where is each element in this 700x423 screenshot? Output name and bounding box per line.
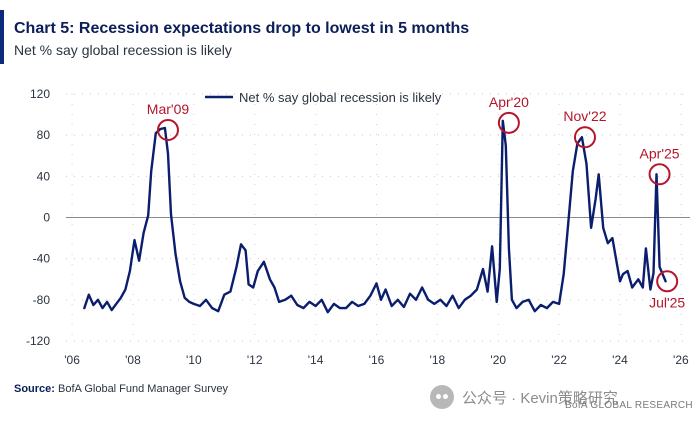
legend-label: Net % say global recession is likely — [239, 90, 442, 105]
y-tick-label: 120 — [30, 87, 50, 101]
title-accent-bar — [0, 10, 4, 64]
y-tick-label: -120 — [26, 334, 50, 348]
annotation-circle — [497, 111, 520, 134]
x-tick-label: '12 — [247, 353, 263, 367]
annotation-circle — [656, 270, 679, 293]
x-tick-label: '26 — [673, 353, 689, 367]
legend: Net % say global recession is likely — [205, 90, 442, 105]
watermark-text: 公众号 · Kevin策略研究 — [462, 389, 618, 407]
y-tick-label: 0 — [43, 211, 50, 225]
series-line — [83, 119, 667, 314]
axis-labels: -120 -80 -40 0 40 80 120 '06 '08 '10 '12 '14 '16 '18 '… — [26, 87, 689, 367]
annotation-label: Apr'25 — [640, 145, 680, 161]
annotation-label: Mar'09 — [147, 101, 190, 117]
watermark: 公众号 · Kevin策略研究 — [430, 385, 618, 409]
wechat-icon — [430, 385, 454, 409]
x-tick-label: '18 — [430, 353, 446, 367]
x-tick-label: '24 — [612, 353, 628, 367]
x-tick-label: '06 — [64, 353, 80, 367]
annotation-label: Jul'25 — [649, 294, 685, 310]
y-tick-label: -80 — [33, 293, 51, 307]
grid — [66, 93, 690, 342]
y-tick-label: -40 — [33, 252, 51, 266]
y-tick-label: 80 — [37, 128, 51, 142]
brand-label: BofA GLOBAL RESEARCH — [565, 400, 693, 411]
x-tick-label: '10 — [186, 353, 202, 367]
series-group — [83, 119, 667, 314]
x-tick-label: '22 — [551, 353, 567, 367]
x-tick-label: '14 — [308, 353, 324, 367]
source-note: Source: BofA Global Fund Manager Survey — [14, 383, 228, 395]
annotation-circle — [648, 163, 671, 186]
x-tick-label: '20 — [490, 353, 506, 367]
annotation-circle — [156, 119, 179, 142]
annotation-label: Apr'20 — [489, 94, 529, 110]
chart-title: Chart 5: Recession expectations drop to … — [14, 20, 470, 37]
annotation-group: Mar'09 Apr'20 Nov'22 Apr'25 Jul'25 — [147, 94, 686, 310]
chart-subtitle: Net % say global recession is likely — [14, 42, 232, 58]
annotation-circle — [573, 126, 596, 149]
source-label: Source: — [14, 383, 55, 395]
source-text: BofA Global Fund Manager Survey — [58, 383, 229, 395]
x-tick-label: '16 — [369, 353, 385, 367]
y-tick-label: 40 — [37, 169, 51, 183]
annotation-label: Nov'22 — [563, 108, 606, 124]
x-tick-label: '08 — [125, 353, 141, 367]
